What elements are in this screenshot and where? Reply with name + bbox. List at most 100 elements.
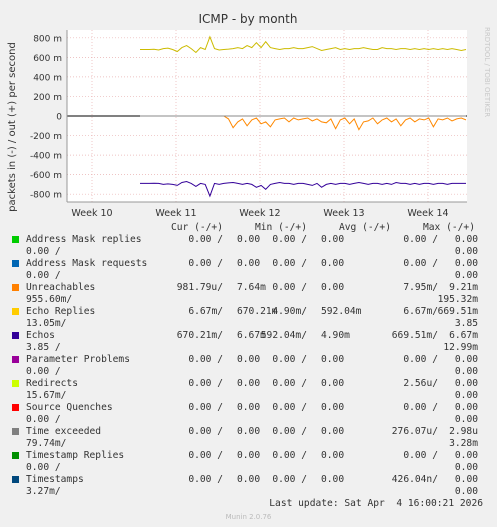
legend-min-in: 0.00 / xyxy=(272,258,307,269)
legend-swatch xyxy=(12,332,19,339)
legend-max-out: 12.99m xyxy=(443,342,478,353)
legend-swatch xyxy=(12,452,19,459)
legend-cur-out: 0.00 xyxy=(237,234,261,245)
last-update: Last update: Sat Apr 4 16:00:21 2026 xyxy=(269,498,483,509)
legend-max-in: 3.85 / xyxy=(26,342,61,353)
legend-cur-out: 0.00 xyxy=(237,474,261,485)
legend-cur-in: 0.00 / xyxy=(188,378,223,389)
legend-row: Address Mask requests 0.00 /0.00 0.00 /0.0… xyxy=(0,258,497,281)
legend-cur-out: 0.00 xyxy=(237,402,261,413)
legend-swatch xyxy=(12,284,19,291)
legend-min-out: 0.00 xyxy=(321,402,345,413)
legend-series-name: Source Quenches xyxy=(26,402,113,413)
series-line-echo-replies xyxy=(140,35,467,54)
legend-cur-in: 0.00 / xyxy=(188,474,223,485)
legend-avg-in: 0.00 / xyxy=(403,258,438,269)
legend-row: Redirects 0.00 / 0.00 0.00 / 0.00 2.56u/0.00 1… xyxy=(0,378,497,401)
legend-min-in: 0.00 / xyxy=(272,450,307,461)
legend-avg-out: 0.00 xyxy=(454,378,478,389)
legend-avg-in: 2.56u/ xyxy=(403,378,438,389)
legend-max-in: 0.00 / xyxy=(26,270,61,281)
y-tick-label: 800 m xyxy=(33,34,62,44)
chart-title: ICMP - by month xyxy=(199,12,298,26)
legend-max-in: 0.00 / xyxy=(26,246,61,257)
legend-cur-out: 0.00 xyxy=(237,378,261,389)
legend-header-avg: Avg (-/+) xyxy=(339,222,391,233)
legend-max-out: 3.85 xyxy=(454,318,478,329)
legend-series-name: Time exceeded xyxy=(26,426,102,437)
legend-avg-in: 6.67m/ xyxy=(403,306,438,317)
legend-avg-out: 0.00 xyxy=(454,234,478,245)
legend-min-out: 0.00 xyxy=(321,354,345,365)
legend-cur-out: 6.67m xyxy=(237,330,266,341)
legend-row: Source Quenches 0.00 /0.00 0.00 /0.00 0.00 … xyxy=(0,402,497,425)
legend-series-name: Echo Replies xyxy=(26,306,96,317)
legend-swatch xyxy=(12,428,19,435)
legend-max-out: 3.28m xyxy=(449,438,478,449)
legend-min-out: 0.00 xyxy=(321,258,345,269)
legend-cur-out: 7.64m xyxy=(237,282,266,293)
y-tick-label: -400 m xyxy=(30,152,62,162)
rrdtool-watermark: RRDTOOL / TOBI OETIKER xyxy=(483,27,491,117)
legend-series-name: Echos xyxy=(26,330,55,341)
legend-cur-in: 0.00 / xyxy=(188,354,223,365)
legend-series-name: Timestamp Replies xyxy=(26,450,125,461)
legend-max-in: 13.05m/ xyxy=(26,318,67,329)
y-tick-label: -600 m xyxy=(30,171,62,181)
legend-min-out: 0.00 xyxy=(321,234,345,245)
legend-series-name: Unreachables xyxy=(26,282,96,293)
legend-swatch xyxy=(12,356,19,363)
legend-max-out: 195.32m xyxy=(437,294,478,305)
legend-cur-in: 0.00 / xyxy=(188,402,223,413)
x-tick-label: Week 11 xyxy=(155,208,196,219)
legend-max-in: 955.60m/ xyxy=(26,294,73,305)
legend-swatch xyxy=(12,476,19,483)
legend-avg-in: 0.00 / xyxy=(403,234,438,245)
legend-avg-in: 7.95m/ xyxy=(403,282,438,293)
legend-swatch xyxy=(12,236,19,243)
legend-min-in: 0.00 / xyxy=(272,378,307,389)
legend-min-in: 0.00 / xyxy=(272,354,307,365)
legend-avg-out: 0.00 xyxy=(454,402,478,413)
legend-min-in: 0.00 / xyxy=(272,282,307,293)
legend-max-in: 0.00 / xyxy=(26,414,61,425)
legend-cur-out: 0.00 xyxy=(237,450,261,461)
legend-avg-in: 669.51m/ xyxy=(391,330,438,341)
series-line-echos xyxy=(140,180,466,198)
legend-max-out: 0.00 xyxy=(454,366,478,377)
legend-row: Time exceeded 0.00 / 0.00 0.00 / 0.00 276.07u… xyxy=(0,426,497,449)
legend-avg-out: 9.21m xyxy=(449,282,478,293)
legend-avg-out: 0.00 xyxy=(454,258,478,269)
y-axis-label: packets in (-) / out (+) per second xyxy=(7,42,18,212)
legend-cur-out: 0.00 xyxy=(237,354,261,365)
legend-max-in: 15.67m/ xyxy=(26,390,67,401)
legend-cur-in: 670.21m/ xyxy=(176,330,223,341)
legend-cur-in: 981.79u/ xyxy=(176,282,223,293)
y-tick-label: -200 m xyxy=(30,132,62,142)
legend-max-in: 0.00 / xyxy=(26,462,61,473)
legend-cur-out: 670.21m xyxy=(237,306,278,317)
x-axis-ticks: Week 10 Week 11 Week 12 Week 13 Week 14 xyxy=(71,208,448,219)
legend-cur-in: 0.00 / xyxy=(188,234,223,245)
legend-avg-in: 0.00 / xyxy=(403,354,438,365)
x-tick-label: Week 12 xyxy=(239,208,280,219)
legend-swatch xyxy=(12,308,19,315)
legend-max-in: 0.00 / xyxy=(26,366,61,377)
x-tick-label: Week 14 xyxy=(407,208,448,219)
footer-version: Munin 2.0.76 xyxy=(225,513,272,521)
y-tick-label: 200 m xyxy=(33,93,62,103)
legend-header-min: Min (-/+) xyxy=(255,222,307,233)
legend-cur-in: 6.67m/ xyxy=(188,306,223,317)
legend-swatch xyxy=(12,260,19,267)
x-tick-label: Week 13 xyxy=(323,208,364,219)
legend-min-out: 0.00 xyxy=(321,378,345,389)
legend-min-in: 592.04m/ xyxy=(260,330,307,341)
legend-header-max: Max (-/+) xyxy=(423,222,475,233)
legend-series-name: Redirects xyxy=(26,378,78,389)
x-tick-label: Week 10 xyxy=(71,208,112,219)
y-tick-label: 600 m xyxy=(33,54,62,64)
series-lines xyxy=(140,35,467,198)
legend-cur-in: 0.00 / xyxy=(188,450,223,461)
